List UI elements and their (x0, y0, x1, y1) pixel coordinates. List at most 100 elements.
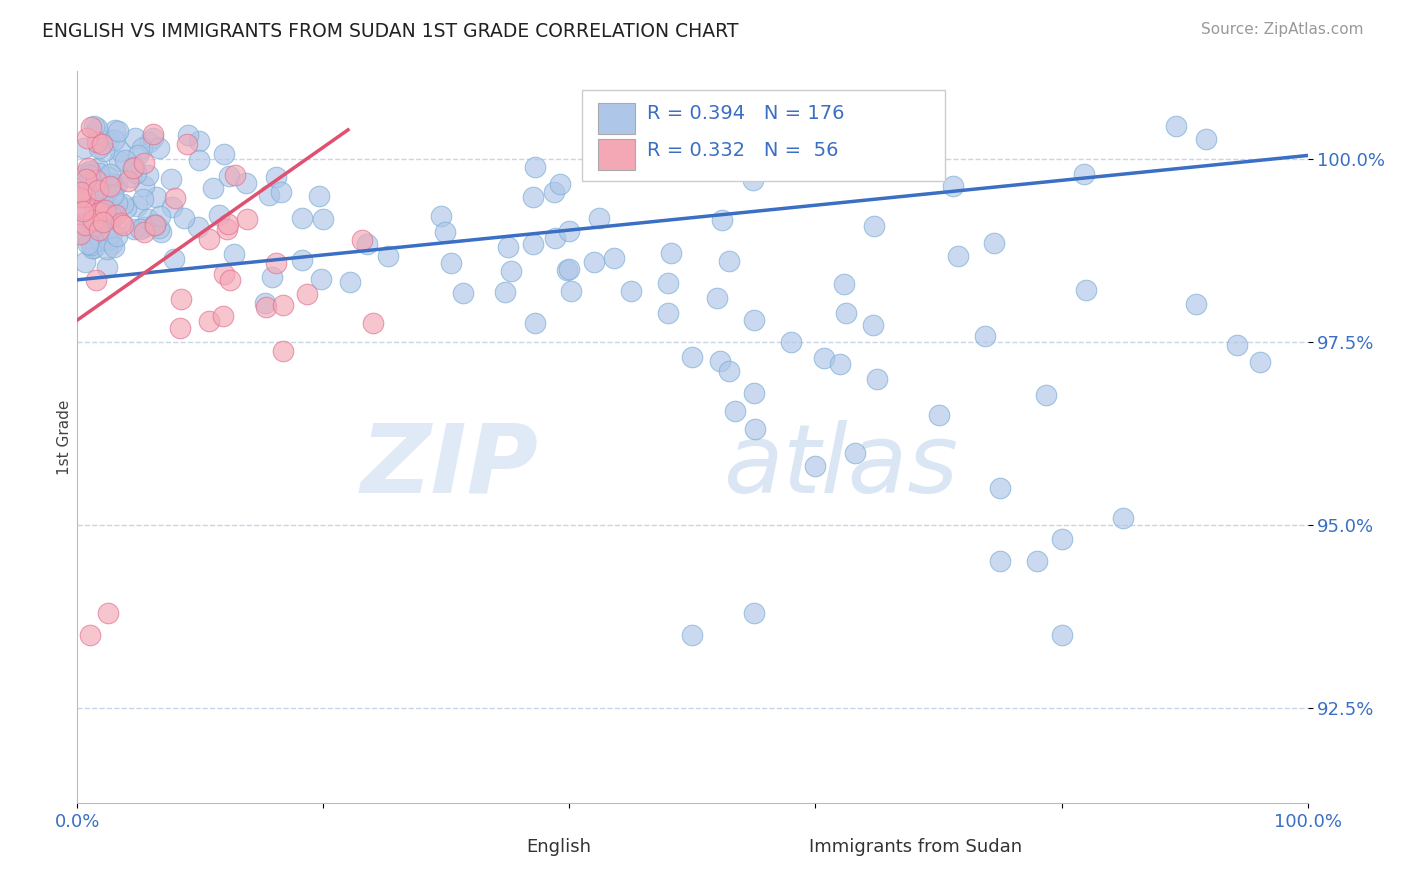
Point (82, 213, 104, 227)
Bar (598, 103, 634, 134)
Point (1035, 387, 1057, 401)
Point (377, 249, 399, 263)
Point (718, 364, 741, 378)
Point (1185, 297, 1208, 311)
Point (804, 459, 827, 474)
Point (98, 167, 121, 181)
Point (235, 176, 257, 190)
Point (87, 166, 110, 180)
Point (108, 145, 131, 159)
Point (100, 226, 122, 240)
Point (86, 206, 108, 220)
Point (101, 236, 124, 251)
Point (264, 170, 287, 185)
Point (149, 210, 172, 224)
Point (928, 408, 950, 422)
Point (70, 185, 93, 199)
Point (117, 174, 139, 188)
Point (742, 606, 765, 620)
Point (219, 273, 242, 287)
Point (103, 240, 125, 254)
Point (70, 208, 93, 222)
Point (132, 192, 155, 206)
Point (80, 120, 103, 135)
Point (89, 181, 111, 195)
Point (96, 242, 118, 256)
Point (160, 200, 183, 214)
Point (145, 189, 167, 203)
Text: R = 0.332   N =  56: R = 0.332 N = 56 (647, 141, 838, 160)
Point (84, 173, 107, 187)
Point (97, 170, 120, 185)
Point (271, 298, 294, 312)
Point (132, 220, 155, 235)
Point (212, 309, 235, 323)
Point (706, 291, 728, 305)
Point (77, 168, 100, 182)
Point (75, 172, 97, 186)
Point (96, 210, 118, 224)
Point (84, 273, 107, 287)
Point (77, 161, 100, 176)
Point (136, 168, 159, 182)
Point (862, 318, 884, 332)
Point (494, 285, 516, 299)
Point (120, 169, 142, 184)
Point (588, 211, 610, 226)
Point (72, 216, 94, 230)
Point (128, 221, 150, 235)
Point (1050, 627, 1073, 641)
Point (94, 203, 117, 218)
Point (82, 241, 104, 255)
Text: Immigrants from Sudan: Immigrants from Sudan (810, 838, 1022, 855)
Point (339, 275, 361, 289)
Text: ZIP: ZIP (361, 420, 538, 513)
Point (86, 121, 108, 136)
Point (125, 166, 148, 180)
Point (107, 124, 129, 138)
Point (309, 272, 332, 286)
Point (177, 128, 200, 143)
Point (89, 204, 111, 219)
Point (91, 215, 114, 229)
Point (1050, 533, 1073, 547)
Point (125, 199, 148, 213)
Point (163, 252, 186, 267)
Point (72, 227, 94, 242)
Point (257, 187, 280, 202)
Point (142, 127, 165, 141)
Point (100, 179, 122, 194)
Point (866, 371, 889, 385)
Point (169, 321, 191, 335)
Point (974, 329, 997, 343)
Point (524, 160, 547, 174)
Point (115, 201, 138, 215)
Point (89, 214, 111, 228)
Point (143, 218, 166, 232)
Bar (489, 836, 516, 859)
Point (543, 230, 565, 244)
Point (659, 246, 682, 260)
Point (264, 256, 287, 270)
Point (124, 131, 146, 145)
Point (1112, 510, 1135, 524)
Point (236, 212, 259, 227)
Point (946, 249, 969, 263)
Point (73, 218, 96, 232)
Point (1166, 120, 1188, 134)
Point (103, 133, 125, 147)
Point (198, 232, 221, 246)
Point (82, 227, 104, 242)
Point (742, 313, 765, 327)
Point (356, 236, 378, 251)
Point (77, 186, 100, 200)
Point (548, 177, 571, 191)
Point (583, 254, 606, 268)
Point (87, 161, 110, 175)
Point (73, 255, 96, 269)
Point (291, 211, 314, 226)
Point (682, 350, 704, 364)
Point (72, 204, 94, 219)
Point (148, 220, 170, 235)
Point (188, 134, 211, 148)
